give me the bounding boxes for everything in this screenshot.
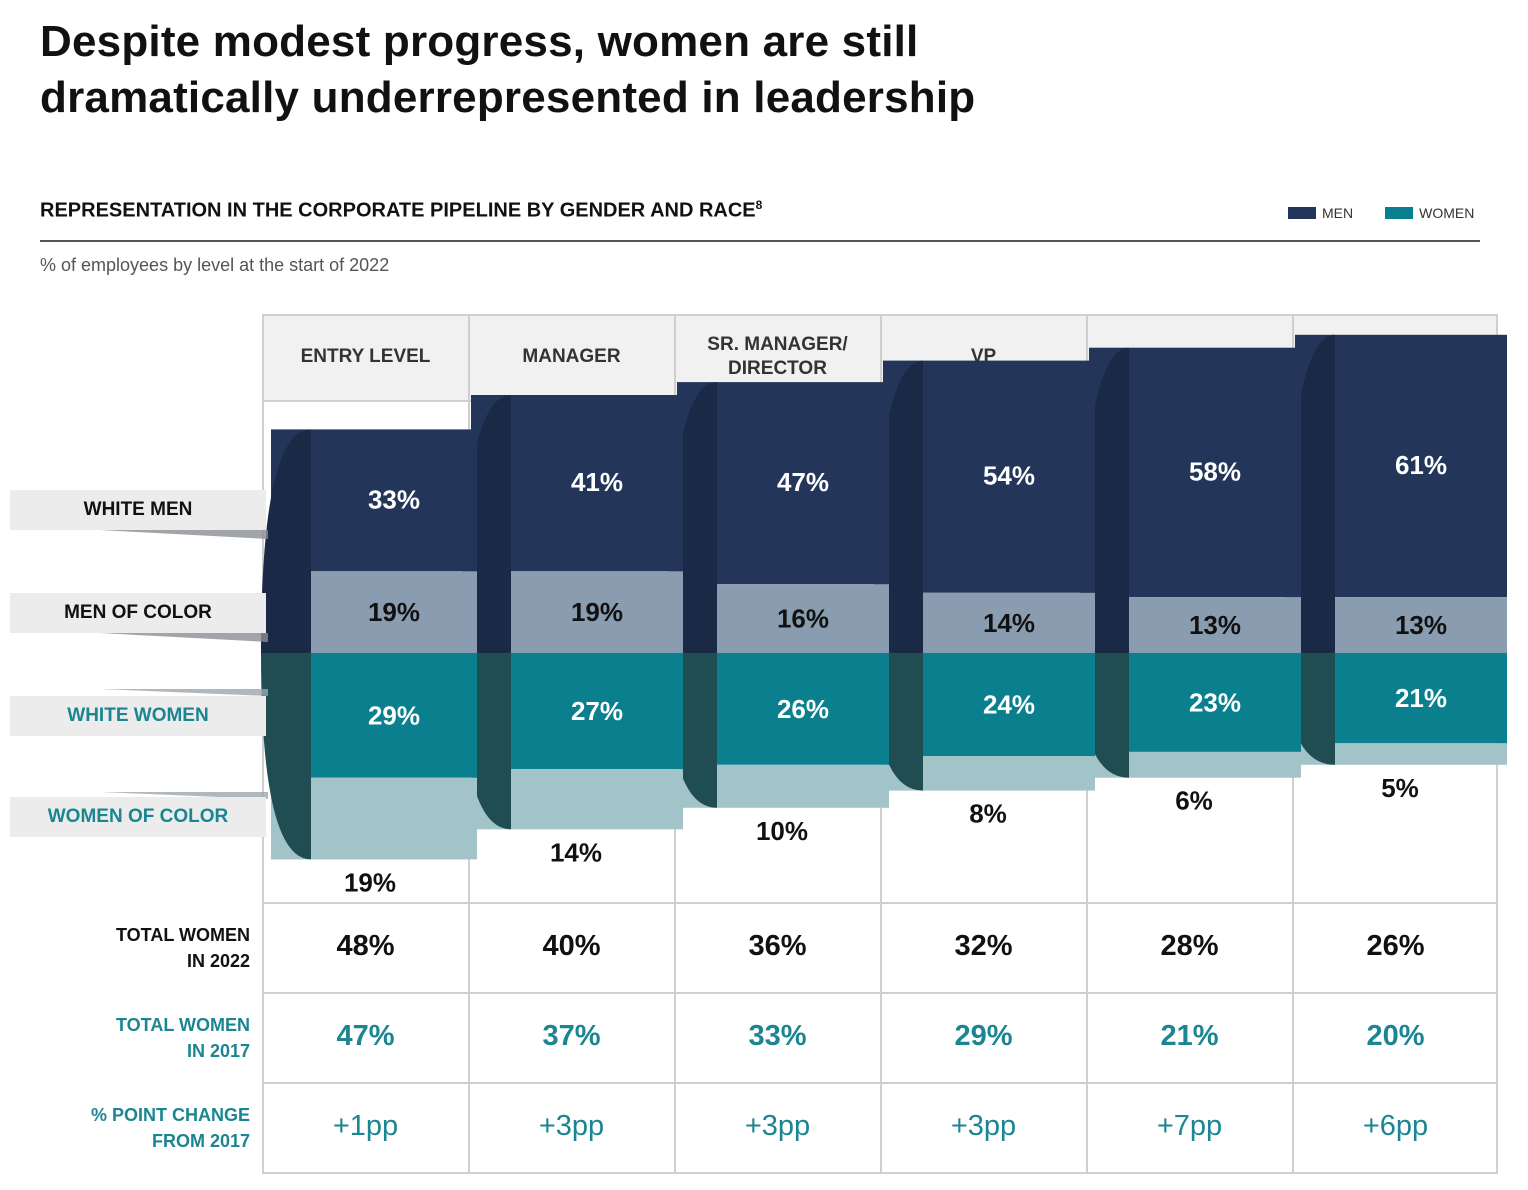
grid-line bbox=[262, 1172, 1498, 1174]
data-label-men-of-color: 13% bbox=[1395, 610, 1447, 640]
data-label-white-men: 47% bbox=[777, 467, 829, 497]
data-label-men-of-color: 19% bbox=[571, 597, 623, 627]
label-connector bbox=[100, 530, 268, 539]
column-header-sr-manager-director: SR. MANAGER/ DIRECTOR bbox=[707, 334, 848, 379]
stat-women-2017: 47% bbox=[336, 1020, 395, 1052]
legend-item-men: MEN bbox=[1288, 205, 1353, 221]
stat-women-2022: 36% bbox=[748, 930, 807, 962]
stat-women-2017: 29% bbox=[954, 1020, 1013, 1052]
data-label-white-women: 21% bbox=[1395, 683, 1447, 713]
label-connector bbox=[100, 689, 268, 696]
stat-women-2022: 26% bbox=[1366, 930, 1425, 962]
data-label-white-women: 29% bbox=[368, 700, 420, 730]
data-label-women-of-color: 5% bbox=[1381, 773, 1419, 803]
row-label-men-of-color: MEN OF COLOR bbox=[10, 593, 266, 633]
row-label-women-of-color: WOMEN OF COLOR bbox=[10, 797, 266, 837]
data-label-men-of-color: 19% bbox=[368, 597, 420, 627]
data-label-white-men: 58% bbox=[1189, 456, 1241, 486]
legend-item-women: WOMEN bbox=[1385, 205, 1474, 221]
pipeline-segment bbox=[667, 382, 889, 808]
stat-women-2017: 37% bbox=[542, 1020, 601, 1052]
stat-women-2017: 33% bbox=[748, 1020, 807, 1052]
stat-change: +3pp bbox=[744, 1110, 811, 1142]
pipeline-segment bbox=[1285, 334, 1528, 765]
label-connector bbox=[100, 633, 268, 642]
stat-label-women-2017: TOTAL WOMEN IN 2017 bbox=[116, 1015, 250, 1061]
title-divider bbox=[40, 240, 1480, 242]
row-label-white-women: WHITE WOMEN bbox=[10, 696, 266, 736]
stat-change: +3pp bbox=[538, 1110, 605, 1142]
stat-label-change: % POINT CHANGE FROM 2017 bbox=[90, 1105, 250, 1151]
data-label-white-men: 41% bbox=[571, 467, 623, 497]
stat-label-women-2022: TOTAL WOMEN IN 2022 bbox=[116, 925, 250, 971]
data-label-men-of-color: 16% bbox=[777, 604, 829, 634]
chart-title-text: REPRESENTATION IN THE CORPORATE PIPELINE… bbox=[40, 199, 756, 222]
stat-women-2017: 21% bbox=[1160, 1020, 1219, 1052]
drum-cap bbox=[1507, 335, 1528, 765]
data-label-white-men: 33% bbox=[368, 484, 420, 514]
data-label-men-of-color: 13% bbox=[1189, 610, 1241, 640]
data-label-white-men: 54% bbox=[983, 461, 1035, 491]
data-label-women-of-color: 14% bbox=[550, 837, 602, 867]
data-label-white-women: 26% bbox=[777, 694, 829, 724]
column-header-manager: MANAGER bbox=[522, 346, 621, 367]
chart-title-footnote: 8 bbox=[755, 198, 763, 212]
stat-women-2022: 32% bbox=[954, 930, 1013, 962]
headline: Despite modest progress, women are still… bbox=[40, 17, 976, 122]
stat-change: +1pp bbox=[332, 1110, 399, 1142]
data-label-white-women: 24% bbox=[983, 690, 1035, 720]
data-label-men-of-color: 14% bbox=[983, 608, 1035, 638]
stat-change: +6pp bbox=[1362, 1110, 1429, 1142]
grid-line bbox=[262, 1082, 1498, 1084]
drum-side-women bbox=[261, 653, 311, 860]
legend-label-women: WOMEN bbox=[1419, 205, 1475, 221]
pipeline-segment bbox=[873, 360, 1095, 791]
data-label-women-of-color: 10% bbox=[756, 816, 808, 846]
stat-women-2022: 48% bbox=[336, 930, 395, 962]
data-label-women-of-color: 6% bbox=[1175, 786, 1213, 816]
stat-women-2017: 20% bbox=[1366, 1020, 1425, 1052]
data-label-white-women: 27% bbox=[571, 696, 623, 726]
pipeline-segment bbox=[261, 429, 477, 860]
grid-line bbox=[262, 314, 264, 1174]
grid-line bbox=[262, 992, 1498, 994]
data-label-white-women: 23% bbox=[1189, 687, 1241, 717]
stat-change: +3pp bbox=[950, 1110, 1017, 1142]
stat-women-2022: 40% bbox=[542, 930, 601, 962]
legend-swatch-women bbox=[1385, 207, 1414, 219]
drum-side-men bbox=[261, 429, 311, 653]
chart-title: REPRESENTATION IN THE CORPORATE PIPELINE… bbox=[40, 198, 762, 223]
pipeline-segment bbox=[1079, 347, 1301, 778]
column-header-entry-level: ENTRY LEVEL bbox=[300, 346, 431, 367]
data-label-women-of-color: 19% bbox=[344, 867, 396, 897]
row-label-white-men: WHITE MEN bbox=[10, 490, 266, 530]
bar-women-of-color bbox=[1295, 743, 1507, 765]
legend-swatch-men bbox=[1288, 207, 1316, 219]
data-label-women-of-color: 8% bbox=[969, 799, 1007, 829]
stat-change: +7pp bbox=[1156, 1110, 1223, 1142]
grid-line bbox=[262, 902, 1498, 904]
stat-women-2022: 28% bbox=[1160, 930, 1219, 962]
legend-label-men: MEN bbox=[1322, 205, 1354, 221]
chart-subtitle: % of employees by level at the start of … bbox=[40, 255, 390, 275]
legend: MEN WOMEN bbox=[1288, 205, 1474, 221]
data-label-white-men: 61% bbox=[1395, 450, 1447, 480]
grid-line bbox=[262, 314, 1498, 316]
